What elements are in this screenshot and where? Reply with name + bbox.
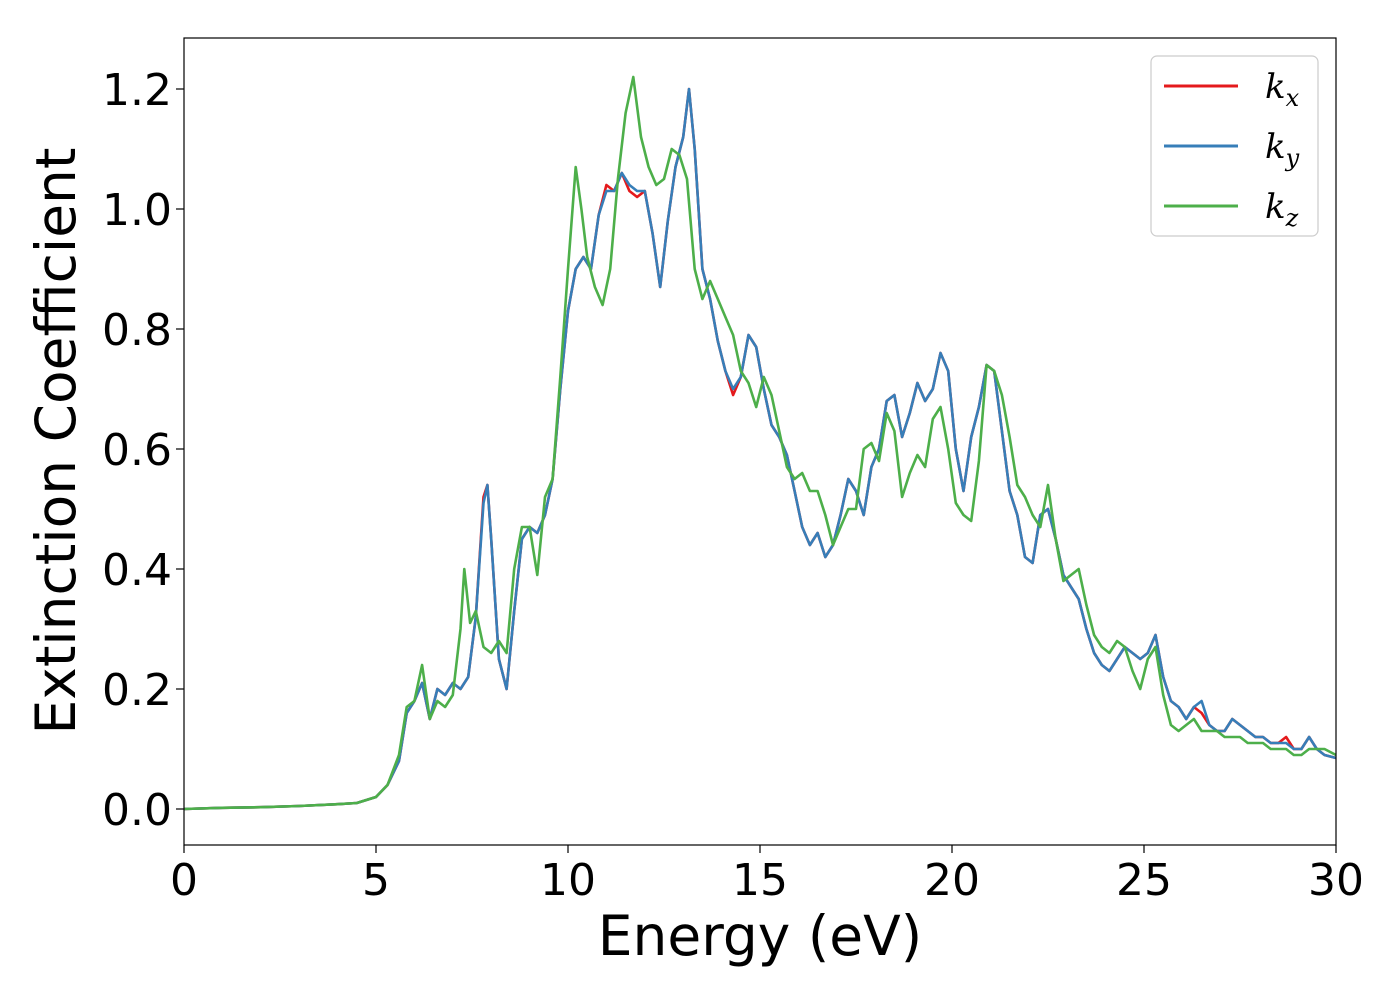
x-tick-label: 10 — [540, 855, 596, 906]
x-tick-label: 15 — [732, 855, 788, 906]
y-tick-label: 1.0 — [102, 185, 172, 236]
plot-background — [184, 38, 1336, 845]
y-tick-label: 1.2 — [102, 65, 172, 116]
x-tick-label: 20 — [924, 855, 980, 906]
series-line-ky — [183, 87, 1337, 811]
x-axis-title: Energy (eV) — [598, 904, 922, 968]
y-tick-label: 0.4 — [102, 545, 172, 596]
x-tick-label: 5 — [362, 855, 390, 906]
series-layer — [183, 75, 1337, 811]
y-tick-label: 0.6 — [102, 425, 172, 476]
x-tick-label: 0 — [170, 855, 198, 906]
y-tick-label: 0.0 — [102, 785, 172, 836]
y-axis-title: Extinction Coefficient — [24, 148, 88, 735]
x-axis-ticks: 0 5 10 15 20 25 30 — [170, 845, 1364, 906]
y-tick-label: 0.2 — [102, 665, 172, 716]
y-tick-label: 0.8 — [102, 305, 172, 356]
x-tick-label: 30 — [1308, 855, 1364, 906]
y-axis-ticks: 0.0 0.2 0.4 0.6 0.8 1.0 1.2 — [102, 65, 184, 836]
x-tick-label: 25 — [1116, 855, 1172, 906]
series-line-kz — [183, 75, 1337, 811]
